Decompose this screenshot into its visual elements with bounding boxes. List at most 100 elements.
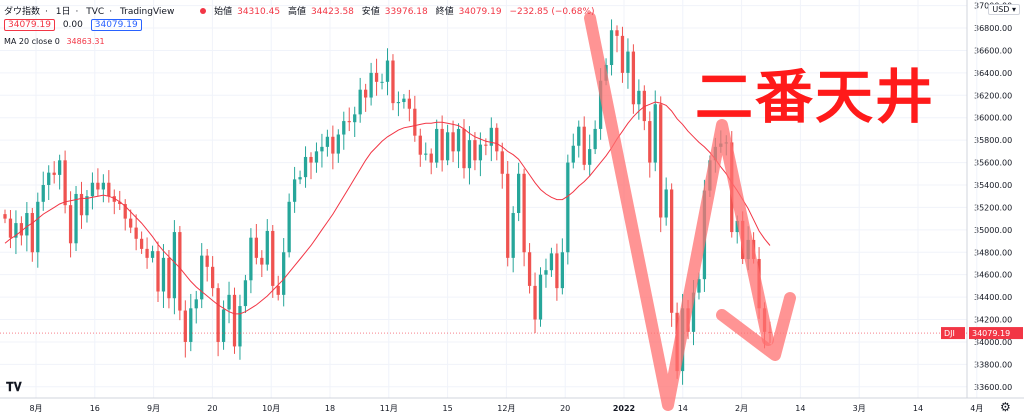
x-tick-label: 14 [913, 404, 923, 413]
candle-body [25, 213, 29, 236]
candle-body [697, 279, 701, 293]
candle-body [626, 51, 630, 73]
indicator-legend[interactable]: MA 20 close 0 34863.31 [4, 37, 105, 46]
interval-label[interactable]: 1日 [55, 7, 71, 17]
candle-body [3, 214, 7, 219]
source-label: TVC [86, 7, 105, 17]
candle-body [336, 134, 340, 154]
x-tick-label: 15 [443, 404, 453, 413]
y-tick-label: 36400.00 [974, 69, 1012, 78]
open-label: 始値 [214, 7, 233, 17]
candle-body [14, 223, 18, 238]
candle-body [451, 132, 455, 152]
candle-body [150, 251, 155, 258]
candle-body [609, 30, 614, 66]
candle-body [413, 108, 417, 136]
candle-body [118, 201, 122, 205]
y-tick-label: 35400.00 [974, 181, 1012, 190]
candle-body [216, 288, 220, 342]
candle-body [462, 128, 466, 169]
candle-body [52, 172, 56, 175]
candle-body [211, 266, 215, 289]
candle-body [385, 60, 390, 82]
high-label: 高値 [287, 7, 306, 17]
candle-body [391, 60, 395, 104]
symbol-tag [941, 327, 965, 340]
candle-body [47, 172, 51, 185]
candle-body [407, 98, 411, 109]
candle-body [36, 201, 40, 253]
candle-body [298, 177, 302, 180]
spread-value: 0.00 [62, 20, 83, 30]
candle-body [112, 196, 116, 202]
candle-body [243, 280, 248, 307]
y-tick-label: 34600.00 [974, 271, 1012, 280]
candle-body [58, 160, 62, 175]
symbol-name[interactable]: ダウ指数 [4, 7, 41, 17]
y-tick-label: 33800.00 [974, 360, 1012, 369]
candle-body [598, 80, 603, 129]
candle-body [582, 126, 586, 165]
candle-body [265, 230, 269, 265]
candle-body [620, 35, 625, 73]
candle-body [85, 196, 89, 216]
y-tick-label: 36200.00 [974, 91, 1012, 100]
candle-body [30, 213, 34, 253]
status-dot-icon [200, 8, 207, 14]
y-tick-label: 36600.00 [974, 46, 1012, 55]
indicator-value: 34863.31 [66, 37, 105, 46]
candle-body [653, 104, 657, 163]
x-tick-label: 20 [207, 404, 217, 413]
close-value: 34079.19 [458, 7, 502, 17]
x-tick-label: 9月 [147, 404, 160, 413]
candle-body [314, 151, 319, 163]
candle-body [549, 253, 554, 271]
candle-body [74, 193, 78, 244]
bid-button[interactable]: 34079.19 [4, 19, 55, 31]
currency-select[interactable]: USD ▾ [988, 4, 1020, 15]
x-tick-label: 12月 [497, 404, 515, 413]
candle-body [374, 72, 379, 82]
y-tick-label: 34200.00 [974, 316, 1012, 325]
x-tick-label: 3月 [853, 404, 866, 413]
candle-body [172, 232, 177, 299]
candle-body [183, 310, 187, 342]
close-label: 終値 [435, 7, 454, 17]
candle-body [101, 182, 105, 190]
candle-body [320, 146, 324, 152]
y-tick-label: 34400.00 [974, 293, 1012, 302]
candle-body [303, 156, 308, 178]
last-price-tag [969, 327, 1023, 340]
candle-body [347, 121, 351, 123]
currency-label: USD [992, 5, 1010, 14]
candle-body [90, 182, 95, 197]
candle-body [511, 213, 515, 258]
double-top-arrow [584, 12, 774, 411]
candle-body [615, 30, 619, 36]
candle-body [500, 151, 504, 174]
candle-body [271, 230, 275, 286]
y-tick-label: 34000.00 [974, 338, 1012, 347]
ask-button[interactable]: 34079.19 [90, 19, 142, 31]
candle-body [292, 179, 297, 202]
candle-body [107, 182, 111, 197]
candle-body [440, 128, 444, 161]
candle-body [145, 248, 149, 258]
candle-body [353, 114, 357, 123]
x-tick-label: 11月 [380, 404, 398, 413]
high-value: 34423.58 [310, 7, 354, 17]
candle-body [533, 285, 537, 320]
candle-body [63, 160, 67, 206]
tradingview-logo-icon[interactable]: 𝐓𝐕 [6, 380, 22, 394]
candle-body [489, 127, 493, 146]
candle-body [544, 270, 548, 275]
change-value: −232.85 (−0.68%) [509, 7, 595, 17]
candle-body [134, 227, 138, 239]
candle-body [380, 81, 384, 83]
gear-icon[interactable]: ⚙ [1000, 400, 1011, 414]
candle-body [735, 220, 739, 233]
candle-body [555, 253, 559, 289]
candle-body [189, 308, 193, 342]
candle-body [506, 173, 510, 258]
